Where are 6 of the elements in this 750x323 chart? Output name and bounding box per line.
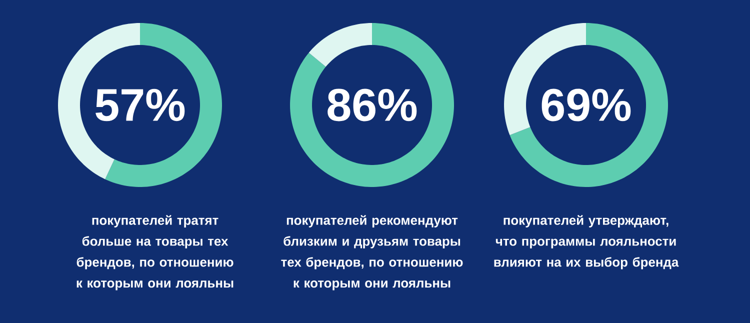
data-label: 86%: [328, 88, 417, 122]
data-label: 57%: [96, 88, 185, 122]
data-label: 69%: [542, 88, 631, 122]
text: покупателей утверждают, что программы лояльности влияют на их выбор бренда: [494, 215, 679, 270]
text: покупателей рекомендуют близким и друзьям товары тех брендов, по отношению к которым они лояльны: [281, 215, 463, 290]
text: покупателей тратят больше на товары тех брендов, по отношению к которым они лояльны: [76, 215, 234, 290]
